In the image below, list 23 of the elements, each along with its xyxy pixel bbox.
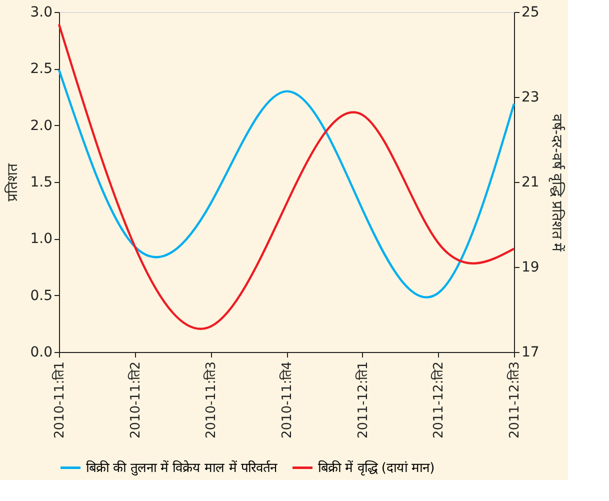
x-tick-label: 2010-11:ति4 (279, 362, 295, 438)
y2-tick-label: 19 (522, 260, 540, 276)
y-tick-label: 1.0 (30, 231, 52, 248)
legend-label: बिक्री में वृद्धि (दायां मान) (318, 460, 435, 476)
y2-tick-label: 21 (522, 174, 540, 190)
legend-label: बिक्री की तुलना में विक्रेय माल में परिवर्तन (86, 460, 278, 476)
y-axis-title: प्रतिशत (4, 162, 22, 202)
y-tick-label: 0.0 (30, 344, 52, 360)
x-tick-label: 2010-11:ति1 (52, 362, 68, 438)
x-tick-label: 2011-12:ति1 (354, 362, 371, 438)
x-tick-label: 2010-11:ति3 (203, 362, 220, 438)
x-tick-label: 2010-11:ति2 (127, 362, 144, 438)
y-tick-label: 0.5 (30, 288, 52, 304)
y-tick-label: 2.0 (30, 118, 52, 134)
y-tick-label: 3.0 (30, 4, 52, 20)
y-tick-label: 2.5 (30, 61, 52, 78)
y2-axis-title: वर्ष-दर-वर्ष वृद्धि प्रतिशत में (548, 114, 566, 252)
y2-tick-label: 25 (522, 4, 540, 20)
y-tick-label: 1.5 (30, 174, 52, 190)
x-tick-label: 2011-12:ति2 (430, 362, 447, 438)
x-tick-label: 2011-12:ति3 (506, 362, 522, 438)
y2-tick-label: 17 (522, 344, 540, 360)
y2-tick-label: 23 (522, 90, 540, 106)
